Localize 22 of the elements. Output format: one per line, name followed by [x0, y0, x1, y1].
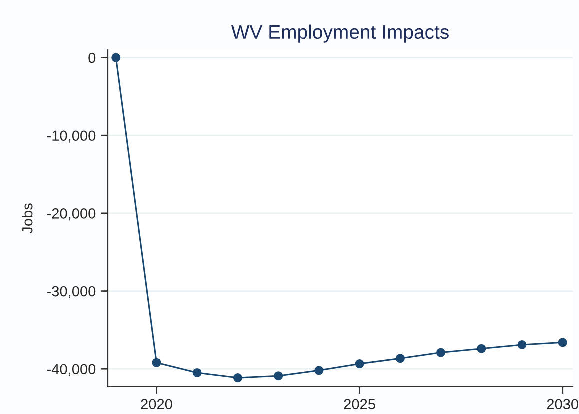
point [477, 344, 486, 354]
chart-title: WV Employment Impacts [231, 24, 449, 43]
y-tick-label: 0 [88, 52, 96, 64]
point [518, 340, 527, 350]
point [274, 372, 284, 381]
point [112, 53, 121, 62]
x-tick-label: 2030 [547, 399, 578, 410]
point [233, 374, 242, 383]
point [396, 354, 405, 364]
y-tick-label: -40,000 [47, 364, 96, 376]
point [558, 338, 568, 348]
point [192, 368, 202, 378]
y-tick-label: -10,000 [47, 130, 96, 143]
point [152, 358, 162, 368]
point [314, 366, 324, 376]
x-tick-label: 2025 [344, 399, 376, 410]
y-tick-label: -30,000 [47, 286, 96, 298]
point [436, 348, 446, 358]
y-axis-title: Jobs [22, 204, 33, 234]
y-tick-label: -20,000 [47, 208, 96, 221]
point [355, 360, 364, 369]
x-tick-label: 2020 [141, 399, 172, 410]
